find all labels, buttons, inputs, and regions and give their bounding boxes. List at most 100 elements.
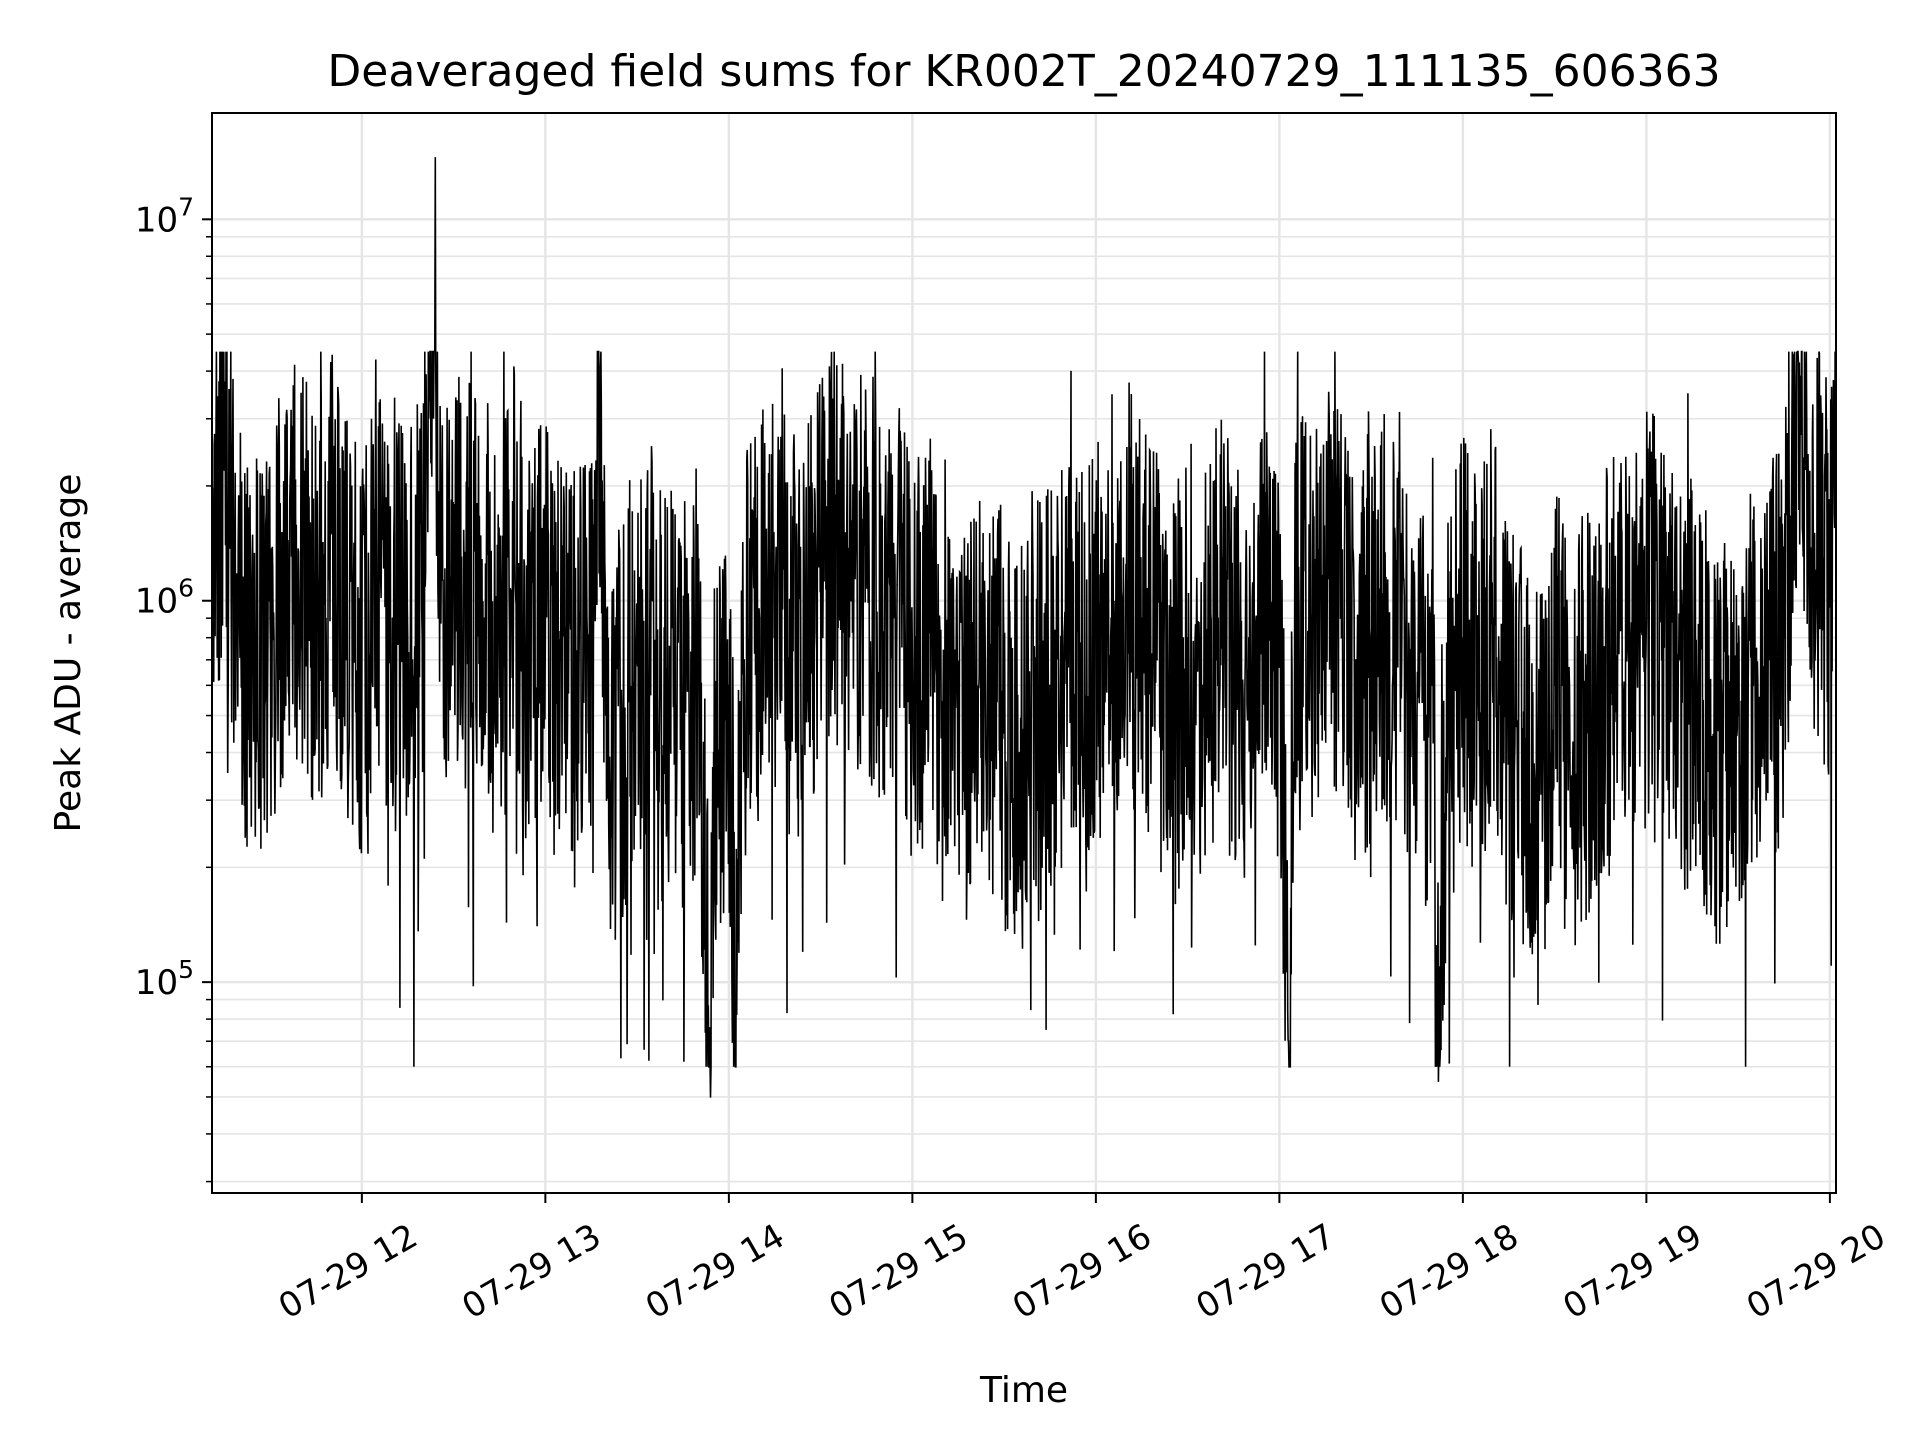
data-point [758, 617, 761, 619]
data-point [804, 617, 807, 619]
data-point [330, 532, 333, 535]
data-point [1676, 684, 1678, 687]
data-point [361, 659, 363, 661]
data-point [1095, 636, 1097, 639]
data-point [1538, 799, 1541, 801]
data-point [376, 584, 378, 586]
data-point [697, 659, 700, 661]
data-point [238, 617, 241, 619]
data-point [422, 569, 424, 572]
data-point [605, 799, 608, 801]
data-point [513, 556, 516, 559]
data-point [1079, 684, 1082, 687]
data-point [391, 617, 394, 619]
data-point [452, 544, 455, 546]
data-point [498, 636, 501, 639]
data-point [559, 659, 562, 661]
data-point [1385, 617, 1388, 619]
y-tick-label: 106 [135, 574, 194, 622]
data-point [1400, 659, 1403, 661]
data-point [1691, 684, 1694, 687]
data-point [666, 684, 669, 687]
data-point [437, 617, 440, 619]
data-point [1202, 684, 1204, 687]
data-point [1523, 751, 1525, 754]
data-point [1003, 732, 1005, 734]
data-point [1706, 714, 1709, 717]
data-point [1767, 659, 1770, 661]
data-point [1278, 617, 1281, 619]
data-point [1287, 1040, 1290, 1043]
data-point [1064, 659, 1067, 661]
data-point [789, 636, 791, 639]
y-axis-label: Peak ADU - average [48, 474, 89, 833]
data-point [712, 751, 715, 754]
data-point [345, 617, 348, 619]
data-point [529, 659, 531, 661]
data-point [1156, 659, 1158, 661]
data-point [1217, 617, 1220, 619]
x-axis-label: Time [979, 1370, 1068, 1411]
data-point [299, 556, 302, 559]
data-point [972, 714, 975, 717]
data-point [1110, 617, 1112, 619]
data-point [1569, 751, 1571, 754]
data-point [269, 617, 271, 619]
data-point [1783, 636, 1785, 639]
data-point [1293, 599, 1296, 602]
data-point [590, 636, 593, 639]
data-point [709, 1096, 712, 1098]
data-point [1431, 684, 1434, 687]
data-point [1477, 684, 1479, 687]
data-point [1722, 751, 1724, 754]
data-point [926, 636, 929, 639]
data-point [1553, 684, 1556, 687]
data-point [743, 659, 745, 661]
data-point [636, 659, 638, 661]
data-point [880, 617, 883, 619]
data-point [835, 544, 837, 546]
data-point [1171, 714, 1174, 717]
data-point [988, 684, 990, 687]
data-point [1416, 714, 1418, 717]
data-point [728, 684, 730, 687]
data-point [896, 584, 898, 586]
data-point [599, 366, 602, 368]
data-point [1309, 636, 1311, 639]
data-point [1630, 636, 1632, 639]
data-point [865, 556, 868, 559]
data-point [1584, 714, 1587, 717]
data-point [1263, 599, 1265, 602]
data-point [1507, 714, 1510, 717]
data-point [1614, 659, 1617, 661]
data-point [1125, 584, 1128, 586]
series-line [211, 157, 1837, 1098]
data-point [1446, 714, 1449, 717]
data-point [942, 714, 944, 717]
data-point [544, 617, 547, 619]
data-point [1813, 532, 1816, 535]
data-point [957, 751, 960, 754]
data-point [773, 584, 776, 586]
data-point [223, 469, 226, 471]
data-point [315, 636, 317, 639]
data-point [1737, 714, 1739, 717]
y-tick-label: 105 [135, 955, 194, 1003]
data-point [1437, 1080, 1440, 1082]
data-point [819, 569, 822, 572]
data-point [575, 684, 577, 687]
data-point [1247, 636, 1250, 639]
data-area [211, 156, 1837, 1098]
data-point [1324, 584, 1327, 586]
data-point [406, 636, 409, 639]
data-point [1462, 636, 1464, 639]
data-point [483, 617, 485, 619]
data-point [1752, 684, 1755, 687]
data-point [284, 584, 287, 586]
data-point [1492, 617, 1495, 619]
y-tick-label: 107 [135, 192, 194, 240]
data-point [434, 156, 437, 159]
chart-title: Deaveraged field sums for KR002T_2024072… [327, 46, 1720, 97]
data-point [468, 584, 470, 586]
